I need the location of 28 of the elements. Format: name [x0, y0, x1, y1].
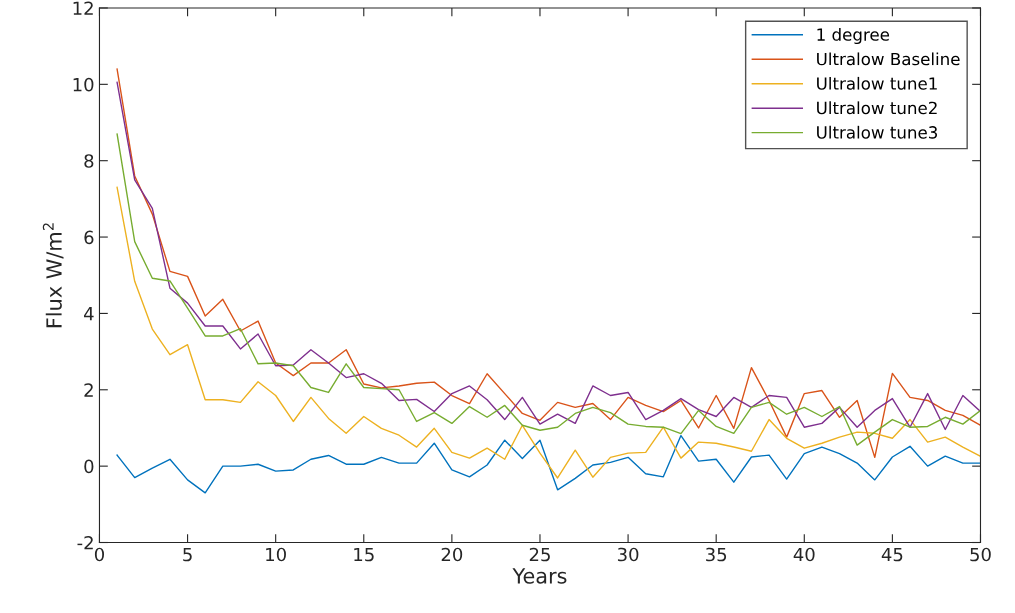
x-tick-label: 30 [617, 547, 639, 562]
x-tick-label: 15 [354, 547, 374, 562]
x-tick-label: 5 [183, 547, 192, 562]
x-tick-label: 0 [94, 547, 105, 562]
y-tick-label: 4 [84, 307, 94, 321]
legend-label: Ultralow tune2 [817, 101, 937, 115]
x-tick-label: 50 [970, 547, 991, 562]
y-tick-label: 2 [84, 383, 93, 397]
y-tick-label: 0 [84, 459, 94, 474]
line-series [116, 434, 981, 494]
x-tick-label: 45 [881, 547, 903, 562]
legend-label: Ultralow tune1 [817, 76, 937, 90]
y-tick-label: 6 [84, 230, 94, 245]
x-tick-label: 35 [706, 547, 727, 562]
y-tick-label: 10 [73, 77, 94, 92]
legend-label: Ultralow Baseline [817, 52, 960, 66]
x-tick-label: 25 [529, 547, 550, 562]
line-series [116, 186, 981, 479]
y-tick-label: -2 [77, 535, 93, 550]
x-axis-title: Years [512, 568, 567, 584]
x-tick-label: 40 [793, 547, 815, 562]
legend-label: 1 degree [817, 27, 890, 45]
x-tick-label: 20 [441, 547, 463, 562]
y-axis-title: Flux W/m$^{2}$ [42, 223, 64, 328]
y-tick-label: 8 [84, 154, 94, 168]
legend-label: Ultralow tune3 [817, 125, 938, 139]
x-tick-label: 10 [266, 547, 286, 562]
y-tick-label: 12 [73, 1, 93, 15]
